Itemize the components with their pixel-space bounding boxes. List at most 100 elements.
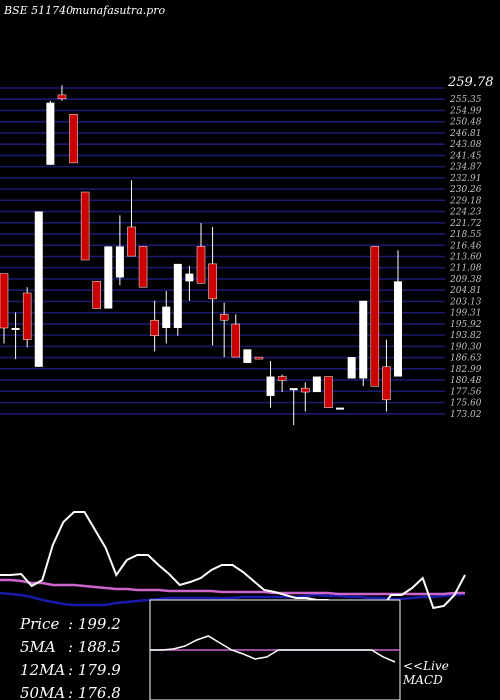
candle-body	[324, 376, 333, 408]
price-level-label: 216.46	[449, 241, 482, 251]
candle-body	[243, 349, 252, 363]
candle-body	[394, 281, 402, 377]
price-level-label: 203.13	[449, 297, 482, 307]
candle-body	[115, 246, 124, 278]
ma50-value: : 176.8	[68, 684, 121, 700]
candle-body	[382, 366, 391, 401]
candle-body	[336, 407, 345, 410]
macd-value-line	[150, 635, 396, 663]
candle	[11, 312, 20, 360]
candle-body	[370, 246, 380, 387]
candle	[254, 356, 264, 360]
candle-body	[92, 281, 101, 309]
top-price-label: 259.78	[447, 75, 494, 90]
price-level-label: 243.08	[449, 140, 482, 150]
candle-body	[312, 376, 321, 393]
candle-body	[231, 323, 241, 358]
candle-body	[196, 246, 206, 284]
candle	[115, 215, 124, 286]
macd-label: MACD	[402, 673, 443, 687]
candle	[127, 180, 136, 257]
price-level-label: 204.81	[449, 286, 482, 296]
ma12-value: : 179.9	[68, 661, 121, 679]
candle	[80, 191, 90, 261]
moving-average-line	[0, 578, 465, 596]
ma5-value: : 188.5	[68, 638, 121, 656]
candle-body	[277, 376, 287, 381]
candle-body	[34, 211, 43, 367]
candle-body	[69, 114, 78, 164]
price-level-label: 173.02	[450, 410, 482, 420]
candle	[69, 114, 78, 164]
candle	[34, 211, 43, 367]
candle	[219, 302, 229, 358]
price-level-label: 177.56	[450, 387, 482, 397]
price-level-label: 232.91	[449, 174, 482, 184]
price-level-label: 246.81	[449, 129, 482, 139]
price-level-label: 199.31	[450, 309, 482, 319]
candle-body	[162, 306, 171, 328]
candle	[266, 360, 275, 408]
candle	[359, 300, 368, 387]
candle	[301, 382, 310, 412]
price-level-label: 175.60	[450, 399, 482, 409]
ma5-label: 5MA	[20, 638, 56, 656]
candle-body	[22, 292, 32, 340]
candle	[138, 246, 148, 288]
candle	[185, 265, 194, 301]
candle-body	[254, 356, 264, 360]
candle-body	[46, 102, 55, 165]
live-label: <<Live	[403, 659, 449, 673]
price-level-label: 213.60	[449, 253, 482, 263]
candle-body	[219, 314, 229, 321]
candle-body	[347, 357, 356, 379]
candle-body	[208, 263, 217, 300]
candle-body	[104, 246, 113, 309]
candle	[0, 273, 9, 344]
price-level-label: 234.87	[449, 163, 482, 173]
candle	[162, 291, 171, 344]
candle-body	[57, 94, 67, 100]
candle	[208, 226, 217, 346]
price-level-label: 180.48	[450, 376, 482, 386]
candle-body	[150, 319, 159, 336]
candle-body	[11, 327, 20, 330]
ma12-label: 12MA	[20, 661, 65, 679]
candle	[394, 250, 402, 377]
candle	[243, 349, 252, 363]
price-level-label: 241.45	[449, 151, 482, 161]
candle-body	[266, 376, 275, 396]
price-level-label: 186.63	[450, 354, 482, 364]
candle	[370, 246, 380, 387]
candle-body	[127, 226, 136, 257]
macd-lines	[150, 635, 400, 663]
price-level-label: 224.23	[449, 208, 482, 218]
candle	[196, 223, 206, 284]
price-line	[0, 511, 466, 612]
candle	[324, 376, 333, 408]
candle	[277, 374, 287, 393]
candle-body	[359, 300, 368, 379]
price-level-label: 211.08	[449, 264, 482, 274]
candle	[22, 287, 32, 348]
price-level-label: 221.72	[449, 219, 482, 229]
ticker-label: BSE 511740	[3, 4, 73, 17]
price-level-label: 254.99	[449, 106, 482, 116]
site-label: munafasutra.pro	[72, 4, 166, 17]
ma50-label: 50MA	[20, 684, 65, 700]
price-level-label: 190.30	[450, 342, 482, 352]
price-level-label: 218.55	[449, 230, 482, 240]
candle	[312, 376, 321, 393]
price-level-label: 229.18	[449, 196, 482, 206]
candle	[289, 388, 298, 426]
candles	[0, 85, 402, 426]
candle	[104, 246, 113, 309]
candle-body	[173, 263, 182, 328]
price-level-label: 255.35	[449, 95, 482, 105]
candle	[46, 100, 55, 165]
price-level-label: 182.99	[450, 365, 482, 375]
candle-body	[138, 246, 148, 288]
price-level-label: 209.38	[449, 275, 482, 285]
